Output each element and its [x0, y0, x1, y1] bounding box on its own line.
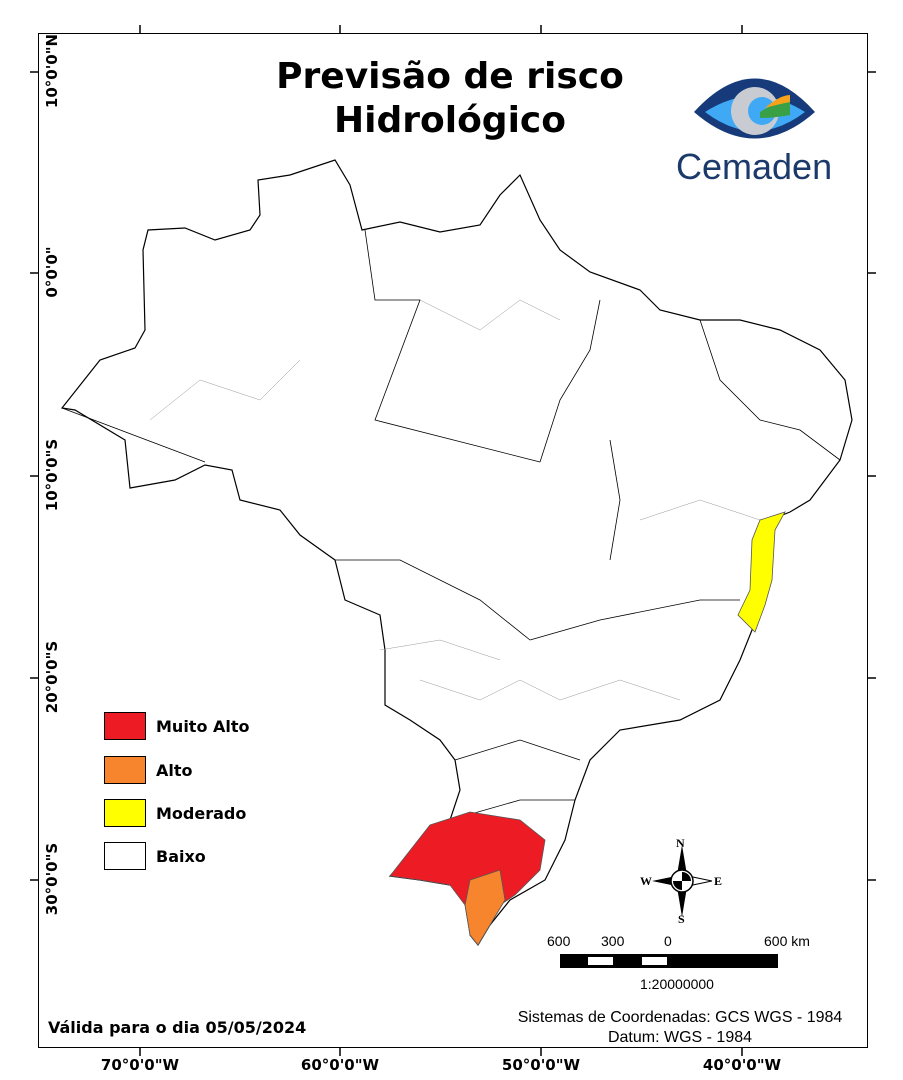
lat-label: 30°0'0"S	[43, 842, 61, 916]
compass-icon	[652, 845, 713, 917]
axis-ticks	[30, 25, 876, 1056]
scale-bar	[560, 954, 778, 968]
compass-s: S	[678, 912, 685, 926]
coordinate-info: Sistemas de Coordenadas: GCS WGS - 1984 …	[480, 1008, 880, 1048]
datum: Datum: WGS - 1984	[607, 1029, 753, 1046]
scale-ratio: 1:20000000	[640, 976, 714, 992]
lon-label: 60°0'0"W	[300, 1056, 380, 1074]
lon-label: 50°0'0"W	[501, 1056, 581, 1074]
lon-label: 40°0'0"W	[702, 1056, 782, 1074]
legend-label: Moderado	[156, 803, 247, 823]
legend-swatch	[104, 799, 146, 827]
basin-borders	[149, 299, 761, 701]
coordinate-system: Sistemas de Coordenadas: GCS WGS - 1984	[517, 1009, 843, 1026]
lat-label: 0°0'0"	[43, 246, 61, 298]
compass-e: E	[714, 874, 723, 888]
legend-label: Muito Alto	[156, 716, 250, 736]
logo-text: Cemaden	[676, 146, 833, 187]
validity-date: Válida para o dia 05/05/2024	[48, 1018, 307, 1037]
legend-swatch	[104, 842, 146, 870]
map-title: Previsão de risco Hidrológico	[230, 55, 670, 143]
compass-w: W	[640, 874, 652, 888]
region-alto	[464, 869, 506, 946]
scale-label: 0	[664, 933, 672, 949]
lon-label: 70°0'0"W	[100, 1056, 180, 1074]
lat-label: 10°0'0"N	[43, 33, 61, 109]
legend-swatch	[104, 712, 146, 740]
scale-label: 300	[601, 933, 625, 949]
scale-label: 600	[547, 933, 571, 949]
legend-swatch	[104, 756, 146, 784]
lat-label: 20°0'0"S	[43, 640, 61, 714]
legend-item-muito-alto: Muito Alto	[104, 712, 250, 740]
legend-item-alto: Alto	[104, 756, 193, 784]
legend-label: Alto	[156, 760, 193, 780]
compass-n: N	[676, 836, 685, 850]
brazil-outline	[60, 159, 853, 947]
region-muito-alto	[389, 811, 546, 947]
title-line-2: Hidrológico	[334, 100, 566, 141]
scale-label: 600 km	[764, 933, 810, 949]
title-line-1: Previsão de risco	[276, 56, 624, 97]
legend-item-baixo: Baixo	[104, 842, 206, 870]
legend-label: Baixo	[156, 846, 206, 866]
region-moderado	[737, 511, 786, 633]
lat-label: 10°0'0"S	[43, 438, 61, 512]
map-frame	[38, 33, 868, 1048]
cemaden-logo	[694, 78, 815, 139]
legend-item-moderado: Moderado	[104, 799, 246, 827]
